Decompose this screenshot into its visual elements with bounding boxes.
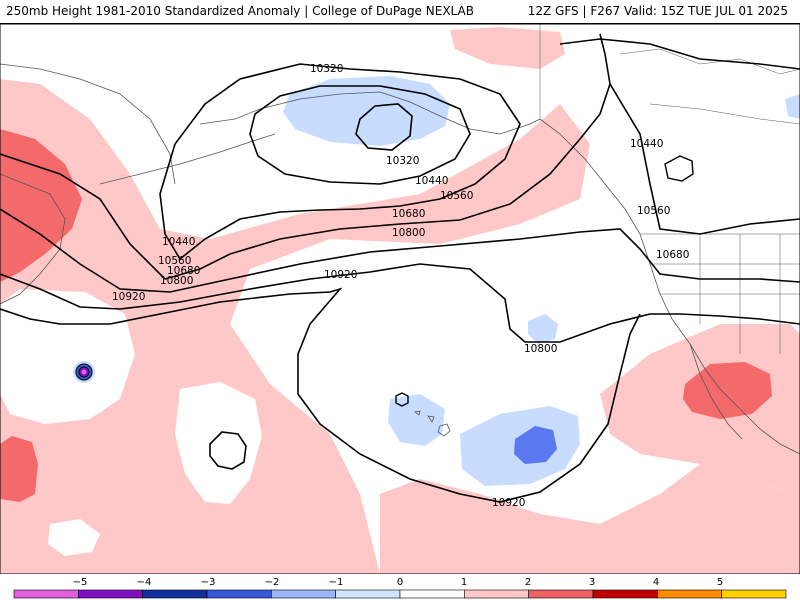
contour-10920-cell-hawaii: [395, 392, 409, 407]
anomaly-area-subtropical: [380, 464, 800, 574]
aleutian-islands: [99, 133, 276, 185]
contour-label: 10560: [440, 190, 473, 202]
anomaly-area-strong-northwest: [0, 129, 82, 282]
neutral-area-central: [175, 382, 262, 504]
contour-label: 10560: [158, 255, 191, 267]
russia-coastline: [0, 63, 176, 185]
contour-label: 10920: [324, 269, 357, 281]
contour-label: 10440: [162, 236, 195, 248]
colorbar-cell: [271, 589, 336, 599]
colorbar-cell: [206, 589, 272, 599]
contour-10680: [0, 208, 800, 293]
hawaiian-islands: [414, 410, 451, 437]
colorbar-tick: 2: [525, 577, 531, 588]
model-run-label: 12Z GFS | F267 Valid: 15Z TUE JUL 01 202…: [527, 4, 788, 18]
positive-anomaly-shading: [0, 27, 800, 574]
contour-label: 10800: [160, 275, 193, 287]
contour-label: 10800: [524, 343, 557, 355]
contour-label: 10800: [392, 227, 425, 239]
colorbar-tick: −3: [201, 577, 216, 588]
anomaly-area-small: [528, 314, 558, 344]
coastlines: [0, 24, 800, 455]
north-america-coastline: [539, 118, 800, 455]
colorbar-cell: [399, 589, 465, 599]
colorbar-tick: 0: [397, 577, 403, 588]
contour-label: 10440: [630, 138, 663, 150]
contour-label: 10680: [167, 265, 200, 277]
colorbar-tick: 3: [589, 577, 595, 588]
colorbar-cell: [78, 589, 143, 599]
colorbar-tick: −5: [73, 577, 88, 588]
canada-islands: [619, 48, 800, 125]
colorbar-tick: −4: [137, 577, 152, 588]
contour-label: 10920: [492, 497, 525, 509]
contour-inner-low: [355, 103, 413, 151]
contour-labels: 10320 10320 10440 10440 10440 10560 1056…: [112, 63, 689, 509]
contour-label: 10680: [656, 249, 689, 261]
typhoon-low-marker: [73, 361, 95, 383]
anomaly-area-north-pacific: [450, 27, 565, 69]
colorbar-tick: 4: [653, 577, 659, 588]
colorbar-tick: 1: [461, 577, 467, 588]
low-center: [81, 369, 87, 375]
anomaly-map: 10320 10320 10440 10440 10440 10560 1056…: [0, 24, 800, 574]
hawaii-big-island: [437, 423, 451, 437]
anomaly-area-alaska-low: [283, 76, 450, 146]
contour-label: 10560: [637, 205, 670, 217]
alaska-coastline: [199, 91, 541, 135]
colorbar-cell: [528, 589, 594, 599]
colorbar-cell: [657, 589, 722, 599]
colorbar-cells: [13, 589, 787, 599]
colorbar-cell: [464, 589, 529, 599]
negative-anomaly-shading: [283, 76, 800, 486]
anomaly-area-west-pacific: [0, 79, 590, 574]
contour-label: 10680: [392, 208, 425, 220]
neutral-area-west: [0, 289, 135, 424]
contour-label: 10320: [310, 63, 343, 75]
colorbar-cell: [721, 589, 787, 599]
contour-10440: [159, 38, 800, 261]
map-header: 250mb Height 1981-2010 Standardized Anom…: [0, 0, 800, 24]
colorbar-cell: [13, 589, 79, 599]
contour-east-ring: [664, 155, 694, 182]
contour-10920: [0, 287, 641, 503]
colorbar: −5 −4 −3 −2 −1 0 1 2 3 4 5: [13, 577, 787, 599]
colorbar-cell: [335, 589, 401, 599]
anomaly-area-hawaii: [388, 394, 445, 446]
height-contours: [0, 33, 800, 503]
contour-10560: [0, 33, 800, 280]
contour-label: 10920: [112, 291, 145, 303]
neutral-area-south: [48, 519, 100, 556]
kamchatka-coast: [0, 173, 66, 305]
contour-10320-ring: [249, 85, 471, 185]
colorbar-tick: −1: [329, 577, 344, 588]
baja-peninsula: [689, 343, 743, 440]
anomaly-area-strong-central: [514, 426, 557, 464]
colorbar-tick: 5: [717, 577, 723, 588]
contour-label: 10320: [386, 155, 419, 167]
anomaly-area-strong-baja: [683, 362, 772, 419]
contour-label: 10440: [415, 175, 448, 187]
map-title: 250mb Height 1981-2010 Standardized Anom…: [6, 4, 474, 18]
hawaii-oahu: [414, 410, 421, 416]
anomaly-area-strong-southwest: [0, 436, 38, 502]
colorbar-cell: [142, 589, 208, 599]
colorbar-tick-labels: −5 −4 −3 −2 −1 0 1 2 3 4 5: [73, 577, 724, 588]
hawaii-maui: [427, 415, 435, 423]
contour-10800: [0, 263, 800, 343]
neutral-anomaly-shading: [0, 289, 262, 556]
anomaly-area-east-edge: [785, 94, 800, 119]
colorbar-tick: −2: [265, 577, 280, 588]
contour-10920-cell-west: [209, 431, 247, 470]
colorbar-cell: [592, 589, 658, 599]
